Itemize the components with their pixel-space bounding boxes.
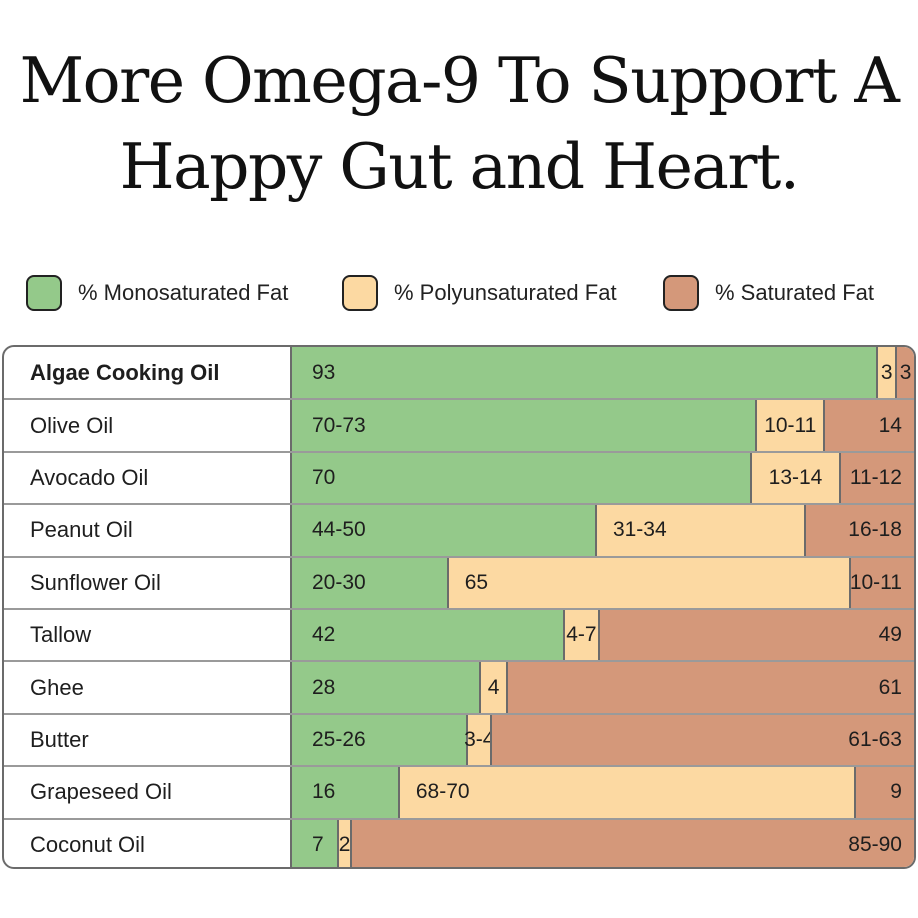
bar-segment-sat: 11-12 [838, 451, 914, 505]
row-divider [4, 555, 914, 558]
row-label: Ghee [4, 661, 292, 714]
table-row: Avocado Oil 70 13-14 11-12 [4, 451, 914, 505]
bar-segment-mono: 28 [292, 661, 480, 714]
table-row: Ghee 28 4 61 [4, 661, 914, 714]
row-divider [4, 608, 914, 610]
row-label: Butter [4, 713, 292, 767]
table-row: Algae Cooking Oil 93 3 3 [4, 347, 914, 400]
bar-segment-poly: 2 [337, 818, 350, 867]
bar-segment-mono: 44-50 [292, 504, 595, 557]
legend-item-sat: % Saturated Fat [663, 273, 874, 313]
row-label: Avocado Oil [4, 451, 292, 505]
bar-segment-poly: 13-14 [750, 451, 839, 505]
bar-segment-poly: 31-34 [594, 504, 805, 557]
bar-segment-poly: 3-4 [464, 713, 494, 767]
table-row: Coconut Oil 7 2 85-90 [4, 818, 914, 867]
bar-segment-poly: 3 [876, 347, 896, 400]
bar-segment-mono: 20-30 [292, 556, 447, 609]
bar-segment-sat: 61 [506, 661, 914, 714]
table-row: Olive Oil 70-73 10-11 14 [4, 399, 914, 452]
table-row: Peanut Oil 44-50 31-34 16-18 [4, 504, 914, 557]
row-divider [4, 765, 914, 768]
row-divider [4, 398, 914, 401]
fat-composition-chart: Algae Cooking Oil 93 3 3 Olive Oil 70-73 10-11… [2, 345, 916, 869]
legend-swatch-sat [663, 275, 699, 311]
page-title: More Omega-9 To Support A Happy Gut and H… [19, 44, 900, 203]
legend-label-mono: % Monosaturated Fat [78, 280, 289, 305]
table-row: Tallow 42 4-7 49 [4, 609, 914, 662]
bar-segment-sat: 85-90 [350, 818, 914, 867]
bar-segment-mono: 93 [292, 347, 877, 400]
row-label: Coconut Oil [4, 818, 292, 867]
row-label: Grapeseed Oil [4, 766, 292, 819]
row-divider [4, 450, 914, 453]
row-label: Olive Oil [4, 399, 292, 452]
bar-segment-poly: 4-7 [562, 609, 599, 662]
row-divider [4, 660, 914, 663]
bar-segment-sat: 3 [895, 347, 914, 400]
legend-swatch-mono [26, 275, 62, 311]
row-divider [4, 503, 914, 506]
table-row: Sunflower Oil 20-30 65 10-11 [4, 556, 914, 609]
row-label: Algae Cooking Oil [4, 347, 292, 400]
row-label: Tallow [4, 609, 292, 662]
bar-segment-sat: 61-63 [490, 713, 914, 767]
legend-label-poly: % Polyunsaturated Fat [394, 280, 617, 305]
table-row: Butter 25-26 3-4 61-63 [4, 713, 914, 767]
table-row: Grapeseed Oil 16 68-70 9 [4, 766, 914, 819]
row-divider [4, 712, 914, 715]
bar-segment-poly: 4 [479, 661, 507, 714]
bar-segment-poly: 68-70 [397, 766, 855, 819]
bar-segment-sat: 10-11 [849, 556, 914, 609]
row-divider [4, 817, 914, 820]
bar-segment-mono: 70 [292, 451, 751, 505]
bar-segment-sat: 14 [823, 399, 914, 452]
bar-segment-mono: 42 [292, 609, 563, 662]
bar-segment-sat: 16-18 [804, 504, 914, 557]
legend-item-poly: % Polyunsaturated Fat [342, 273, 617, 313]
legend-label-sat: % Saturated Fat [715, 280, 874, 305]
bar-segment-mono: 7 [292, 818, 338, 867]
bar-segment-poly: 10-11 [755, 399, 824, 452]
row-label: Peanut Oil [4, 504, 292, 557]
bar-segment-mono: 70-73 [292, 399, 756, 452]
bar-segment-poly: 65 [446, 556, 849, 609]
bar-segment-mono: 16 [292, 766, 398, 819]
legend-swatch-poly [342, 275, 378, 311]
row-label: Sunflower Oil [4, 556, 292, 609]
legend-item-mono: % Monosaturated Fat [26, 273, 288, 313]
chart-legend: % Monosaturated Fat % Polyunsaturated Fa… [0, 273, 918, 313]
bar-segment-mono: 25-26 [292, 713, 467, 767]
bar-segment-sat: 49 [598, 609, 914, 662]
bar-segment-sat: 9 [854, 766, 914, 819]
